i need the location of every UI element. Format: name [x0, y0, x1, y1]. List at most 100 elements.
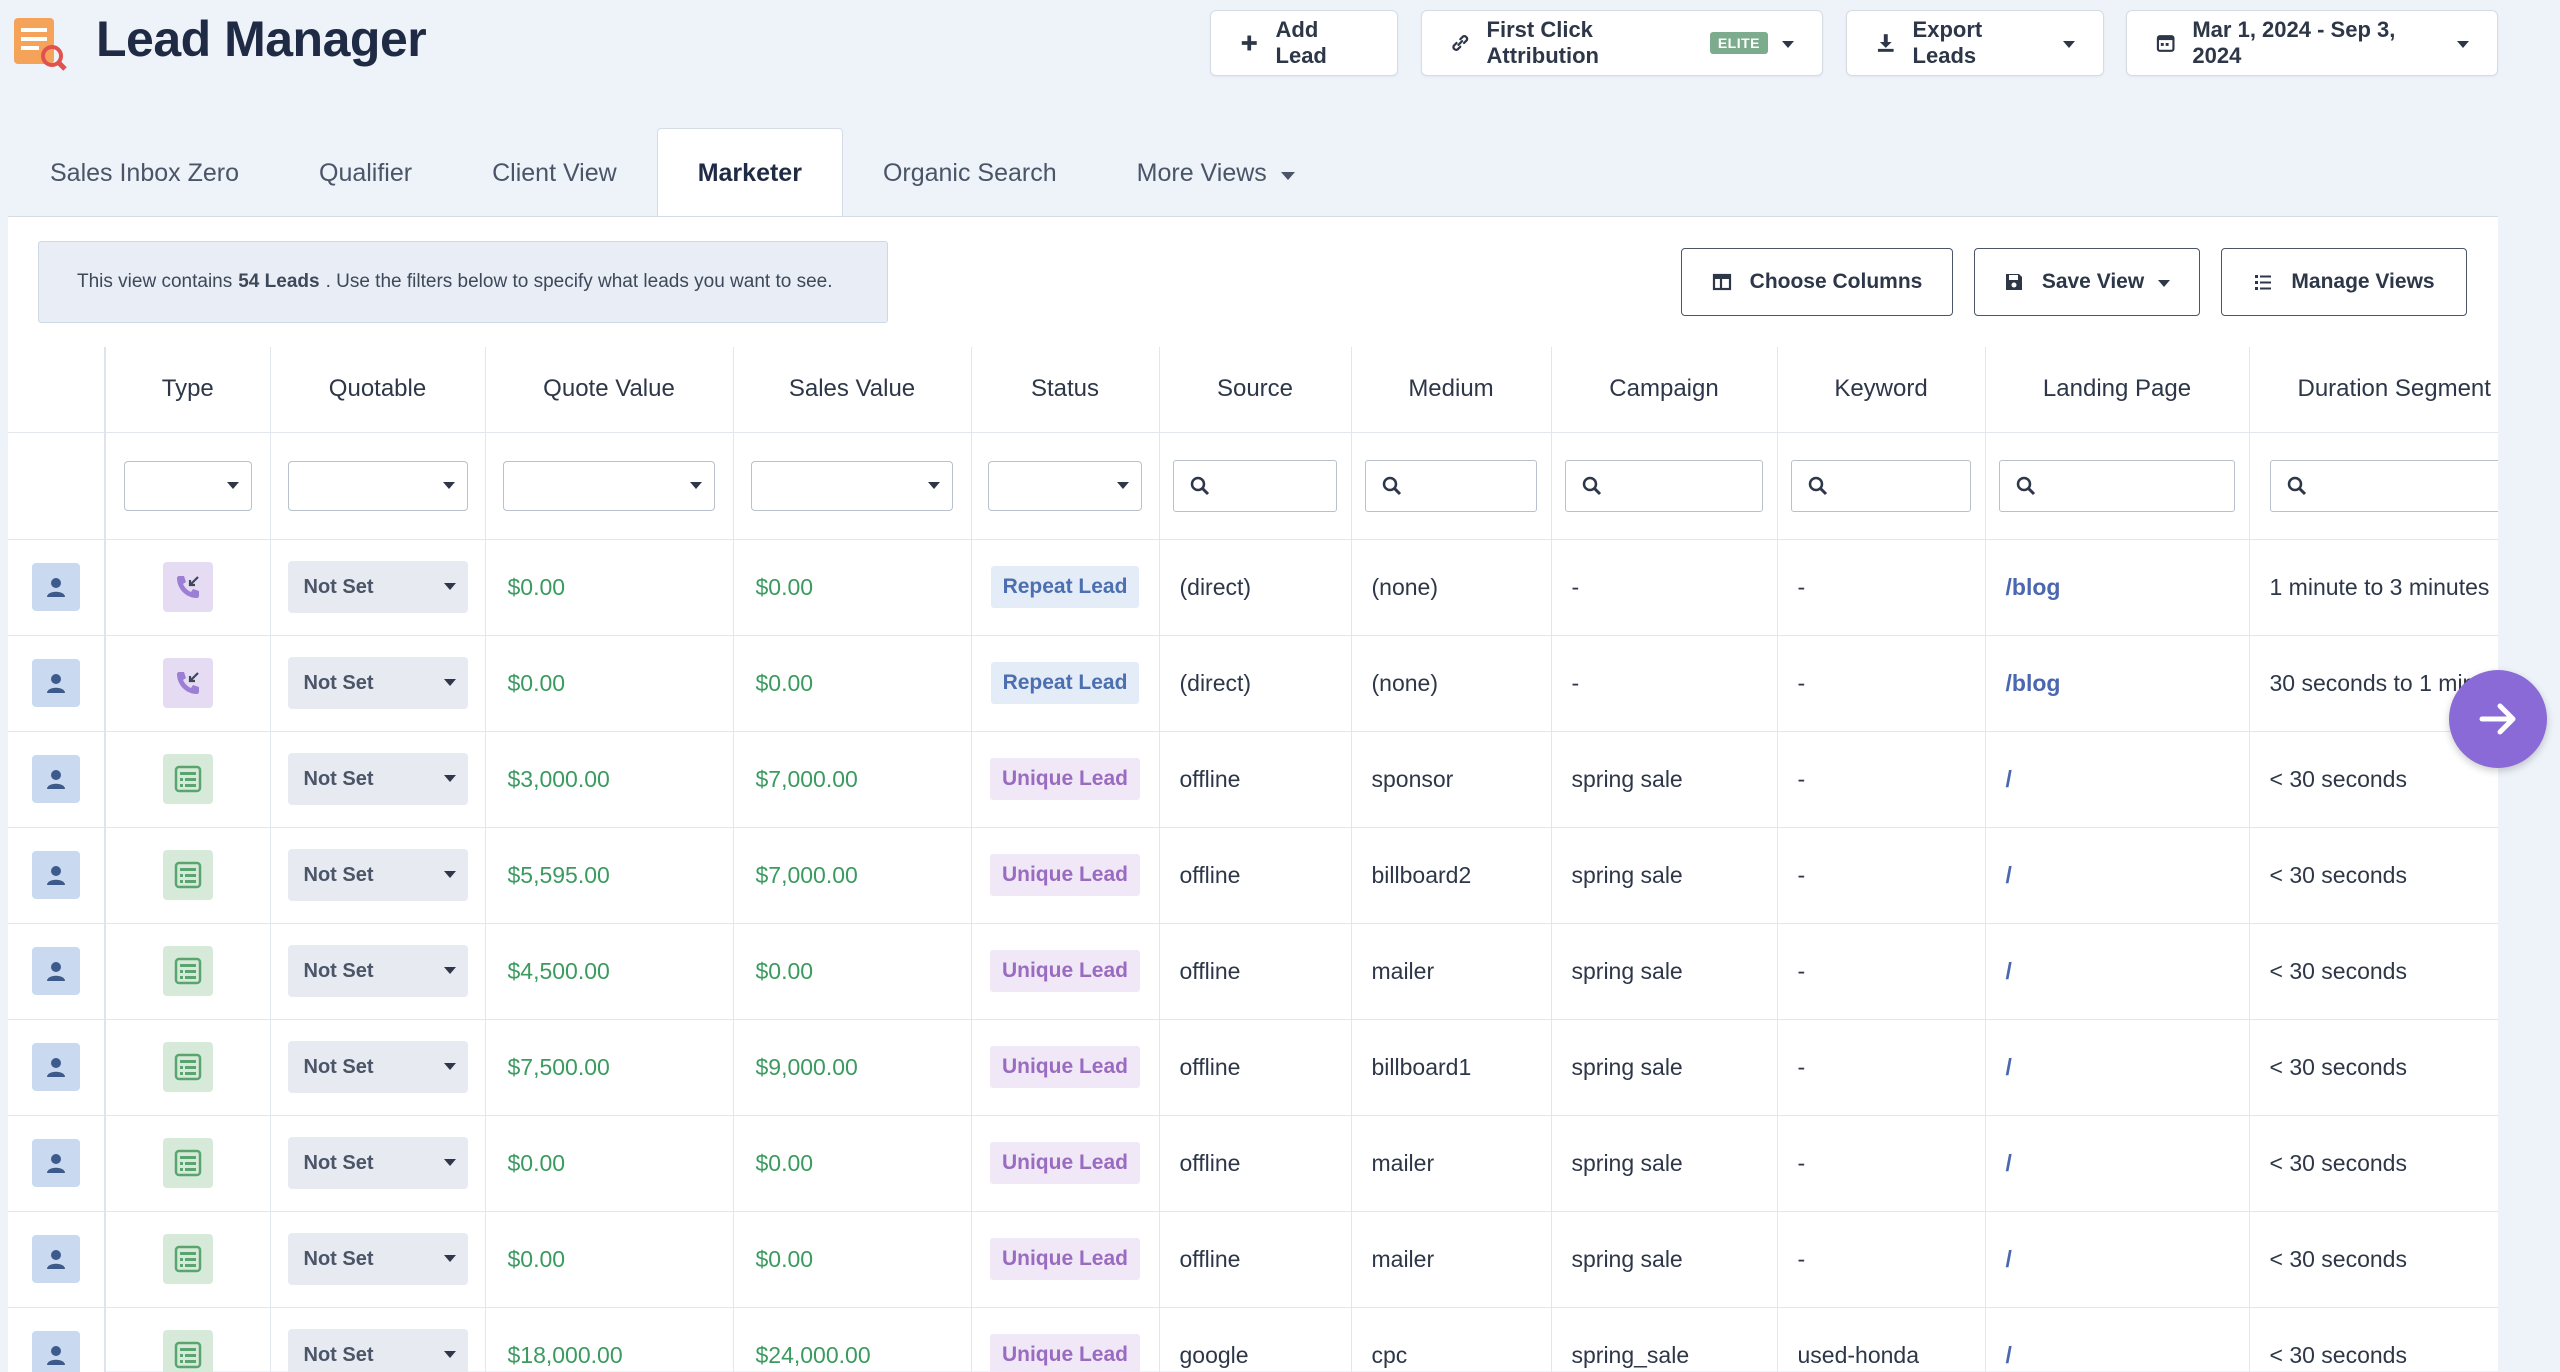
leads-table-scroll[interactable]: Type Quotable Quote Value Sales Value St…	[8, 347, 2498, 1372]
tab-qualifier[interactable]: Qualifier	[279, 128, 452, 218]
lead-profile-button[interactable]	[32, 1139, 80, 1187]
column-header-status[interactable]: Status	[971, 347, 1160, 433]
lead-profile-button[interactable]	[32, 1235, 80, 1283]
tab-label: Client View	[492, 158, 617, 187]
incoming-call-icon	[176, 672, 199, 694]
scroll-right-button[interactable]	[2449, 670, 2547, 768]
medium-cell: cpc	[1351, 1307, 1552, 1372]
landing-page-link[interactable]: /blog	[1985, 635, 2250, 732]
column-header-keyword[interactable]: Keyword	[1777, 347, 1986, 433]
column-header-quote-value[interactable]: Quote Value	[485, 347, 734, 433]
table-row[interactable]: Not Set $4,500.00 $0.00 Unique Lead offline m…	[8, 923, 2498, 1020]
table-row[interactable]: Not Set $0.00 $0.00 Repeat Lead (direct) (non…	[8, 539, 2498, 636]
choose-columns-button[interactable]: Choose Columns	[1681, 248, 1953, 316]
table-row[interactable]: Not Set $7,500.00 $9,000.00 Unique Lead offl…	[8, 1019, 2498, 1116]
lead-profile-button[interactable]	[32, 851, 80, 899]
chevron-down-icon	[443, 679, 456, 686]
quotable-filter-select[interactable]	[287, 460, 468, 511]
quotable-select[interactable]: Not Set	[287, 1329, 468, 1372]
status-badge: Unique Lead	[989, 1238, 1140, 1280]
column-header-source[interactable]: Source	[1159, 347, 1352, 433]
quotable-select[interactable]: Not Set	[287, 657, 468, 709]
lead-profile-button[interactable]	[32, 563, 80, 611]
quote-value-filter-select[interactable]	[503, 460, 715, 511]
attribution-dropdown[interactable]: First Click Attribution ELITE	[1421, 10, 1823, 76]
quotable-select[interactable]: Not Set	[287, 849, 468, 901]
landing-page-link[interactable]: /	[1985, 1115, 2250, 1212]
manage-views-button[interactable]: Manage Views	[2221, 248, 2467, 316]
tab-organic-search[interactable]: Organic Search	[843, 128, 1097, 218]
landing-page-link[interactable]: /	[1985, 827, 2250, 924]
campaign-cell: -	[1551, 539, 1778, 636]
lead-profile-button[interactable]	[32, 947, 80, 995]
column-header-medium[interactable]: Medium	[1351, 347, 1552, 433]
lead-profile-button[interactable]	[32, 1331, 80, 1372]
status-filter-select[interactable]	[988, 460, 1142, 511]
source-cell: offline	[1159, 827, 1352, 924]
person-icon	[47, 1058, 65, 1077]
sales-value-filter-select[interactable]	[751, 460, 953, 511]
quotable-cell: Not Set	[270, 1211, 486, 1308]
download-icon	[1877, 34, 1894, 52]
landing-page-link[interactable]: /	[1985, 923, 2250, 1020]
status-cell: Unique Lead	[971, 1211, 1160, 1308]
table-row[interactable]: Not Set $0.00 $0.00 Unique Lead offline maile…	[8, 1115, 2498, 1212]
column-header-sales-value[interactable]: Sales Value	[733, 347, 972, 433]
keyword-search-input[interactable]	[1791, 459, 1971, 512]
landing-page-link[interactable]: /	[1985, 1019, 2250, 1116]
keyword-cell: -	[1777, 731, 1986, 828]
quotable-value: Not Set	[303, 575, 374, 598]
tab-marketer[interactable]: Marketer	[656, 128, 843, 218]
medium-search-input[interactable]	[1365, 459, 1537, 512]
add-lead-button[interactable]: Add Lead	[1210, 10, 1398, 76]
quotable-value: Not Set	[303, 1247, 374, 1270]
campaign-cell: spring_sale	[1551, 1307, 1778, 1372]
landing-page-link[interactable]: /	[1985, 1307, 2250, 1372]
quotable-cell: Not Set	[270, 1307, 486, 1372]
lead-profile-button[interactable]	[32, 659, 80, 707]
tab-more-views[interactable]: More Views	[1097, 128, 1335, 218]
quotable-select[interactable]: Not Set	[287, 1233, 468, 1285]
lead-type-badge	[162, 754, 213, 804]
quotable-select[interactable]: Not Set	[287, 753, 468, 805]
chevron-down-icon	[1782, 41, 1794, 48]
quotable-select[interactable]: Not Set	[287, 561, 468, 613]
duration-search-input[interactable]	[2269, 459, 2498, 512]
landing-page-search-input[interactable]	[1999, 459, 2235, 512]
table-row[interactable]: Not Set $0.00 $0.00 Repeat Lead (direct) (non…	[8, 635, 2498, 732]
column-header-campaign[interactable]: Campaign	[1551, 347, 1778, 433]
tab-sales-inbox-zero[interactable]: Sales Inbox Zero	[10, 128, 279, 218]
type-filter-select[interactable]	[123, 460, 252, 511]
search-icon	[1582, 476, 1602, 495]
chevron-down-icon	[443, 775, 456, 782]
landing-page-link[interactable]: /	[1985, 731, 2250, 828]
lead-type-badge	[162, 562, 213, 612]
chevron-down-icon	[2457, 41, 2469, 48]
table-row[interactable]: Not Set $18,000.00 $24,000.00 Unique Lead go…	[8, 1307, 2498, 1372]
column-header-duration-segment[interactable]: Duration Segment	[2249, 347, 2498, 433]
lead-profile-button[interactable]	[32, 755, 80, 803]
source-search-input[interactable]	[1173, 459, 1337, 512]
landing-page-link[interactable]: /	[1985, 1211, 2250, 1308]
table-row[interactable]: Not Set $5,595.00 $7,000.00 Unique Lead offl…	[8, 827, 2498, 924]
campaign-search-input[interactable]	[1565, 459, 1763, 512]
table-row[interactable]: Not Set $0.00 $0.00 Unique Lead offline maile…	[8, 1211, 2498, 1308]
export-leads-dropdown[interactable]: Export Leads	[1846, 10, 2104, 76]
quotable-select[interactable]: Not Set	[287, 1041, 468, 1093]
quotable-select[interactable]: Not Set	[287, 1137, 468, 1189]
column-header-quotable[interactable]: Quotable	[270, 347, 486, 433]
lead-profile-button[interactable]	[32, 1043, 80, 1091]
quote-value-cell: $4,500.00	[485, 923, 734, 1020]
keyword-cell: -	[1777, 539, 1986, 636]
landing-page-link[interactable]: /blog	[1985, 539, 2250, 636]
column-header-landing-page[interactable]: Landing Page	[1985, 347, 2250, 433]
tab-client-view[interactable]: Client View	[452, 128, 657, 218]
medium-cell: sponsor	[1351, 731, 1552, 828]
date-range-picker[interactable]: Mar 1, 2024 - Sep 3, 2024	[2126, 10, 2498, 76]
quotable-select[interactable]: Not Set	[287, 945, 468, 997]
view-info-box: This view contains 54 Leads . Use the fi…	[38, 241, 888, 323]
choose-columns-label: Choose Columns	[1749, 270, 1923, 293]
column-header-type[interactable]: Type	[105, 347, 271, 433]
table-row[interactable]: Not Set $3,000.00 $7,000.00 Unique Lead offl…	[8, 731, 2498, 828]
save-view-button[interactable]: Save View	[1974, 248, 2200, 316]
